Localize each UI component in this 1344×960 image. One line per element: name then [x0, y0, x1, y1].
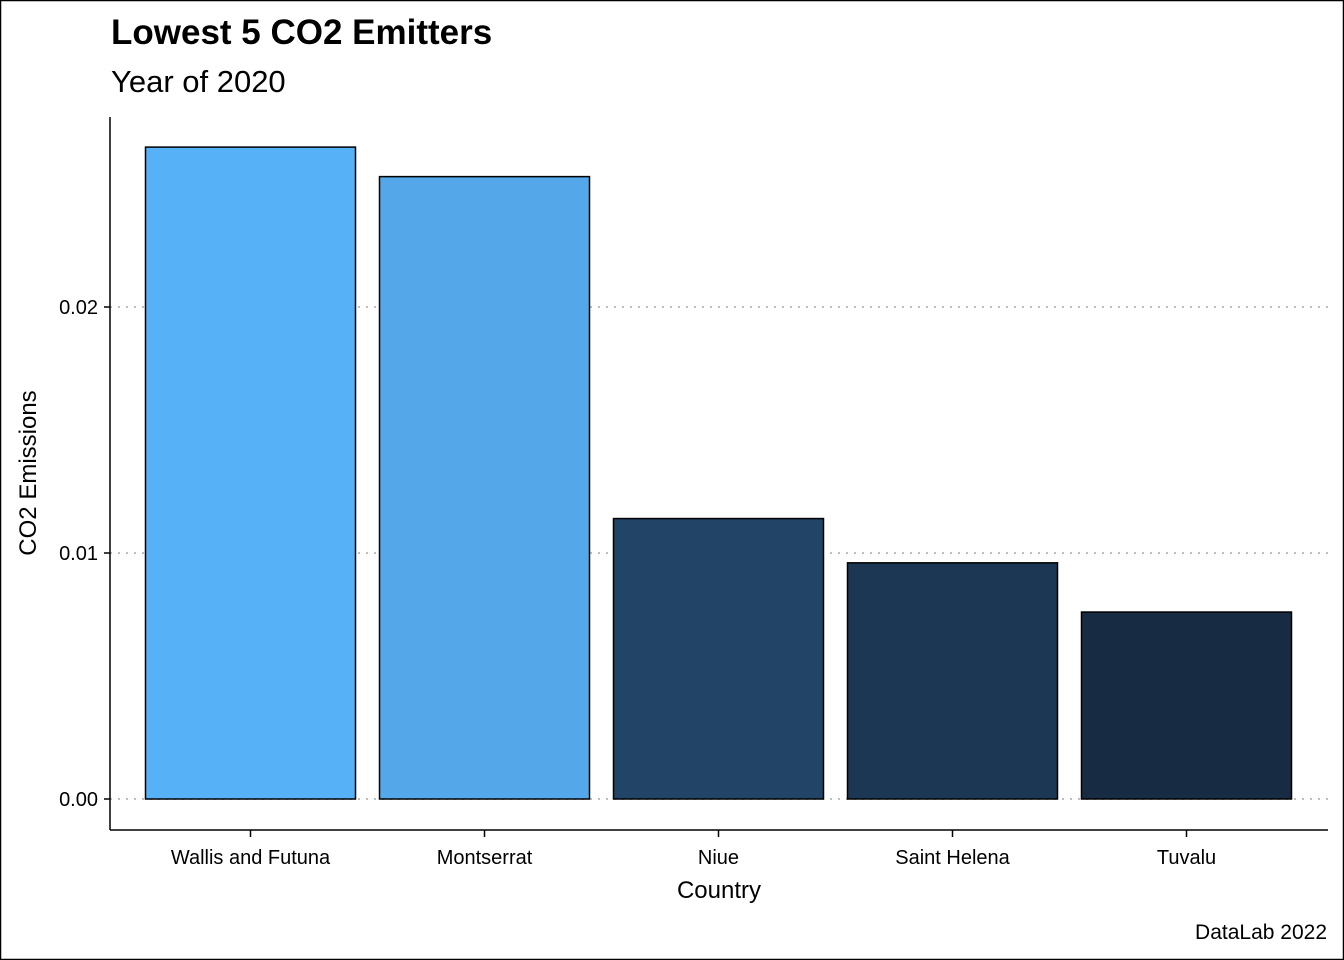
y-tick-label: 0.02 [59, 297, 98, 319]
bar [846, 562, 1059, 800]
bars [144, 146, 1293, 800]
bar [612, 517, 825, 800]
x-tick-label: Niue [698, 847, 739, 869]
bar [144, 146, 357, 800]
caption: DataLab 2022 [1195, 921, 1327, 944]
x-tick-label: Wallis and Futuna [171, 847, 331, 869]
y-ticks: 0.00 0.01 0.02 [59, 297, 110, 811]
y-tick-label: 0.01 [59, 543, 98, 565]
x-tick-label: Saint Helena [895, 847, 1010, 869]
bar [378, 175, 591, 800]
bar [1080, 611, 1293, 800]
y-axis-title: CO2 Emissions [15, 390, 42, 555]
x-axis-title: Country [677, 877, 761, 904]
chart-subtitle: Year of 2020 [111, 64, 286, 99]
y-tick-label: 0.00 [59, 789, 98, 811]
x-tick-label: Tuvalu [1157, 847, 1216, 869]
x-tick-label: Montserrat [437, 847, 533, 869]
chart-title: Lowest 5 CO2 Emitters [111, 13, 492, 52]
x-ticks: Wallis and Futuna Montserrat Niue Saint Hel… [171, 830, 1216, 869]
